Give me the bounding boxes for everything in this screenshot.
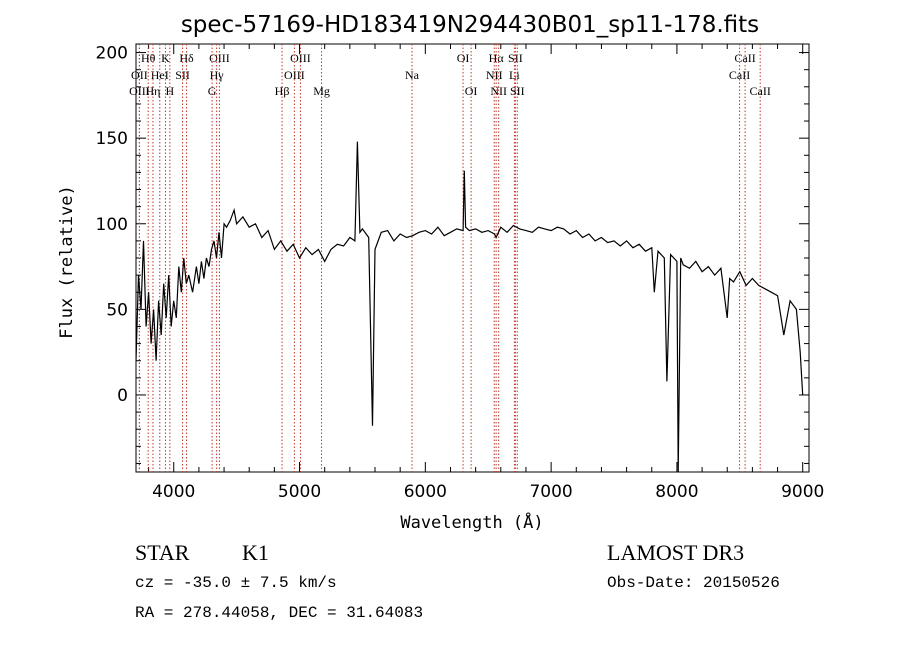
line-marker-label: Hθ [141, 51, 156, 65]
redshift-readout: cz = -35.0 ± 7.5 km/s [135, 574, 337, 592]
line-marker-label: SII [508, 51, 523, 65]
line-marker-label: G [208, 84, 217, 98]
spectrum-line [136, 141, 804, 472]
line-marker-label: NII [486, 68, 503, 82]
x-tick-label: 9000 [781, 482, 824, 502]
line-marker-label: Hδ [179, 51, 194, 65]
x-tick-label: 5000 [278, 482, 321, 502]
line-marker-label: K [161, 51, 170, 65]
y-tick-label: 50 [106, 300, 128, 320]
obs-date: Obs-Date: 20150526 [607, 574, 780, 592]
line-marker-label: Hη [146, 84, 161, 98]
line-marker-label: Li [509, 68, 520, 82]
y-tick-label: 150 [96, 129, 128, 149]
line-marker-label: OI [457, 51, 470, 65]
x-tick-label: 8000 [655, 482, 698, 502]
line-marker-label: Na [405, 68, 420, 82]
line-marker-label: OIII [129, 84, 150, 98]
x-tick-label: 6000 [404, 482, 447, 502]
line-marker-label: HeI [151, 68, 169, 82]
line-marker-label: CaII [750, 84, 771, 98]
y-tick-label: 200 [96, 44, 128, 64]
x-tick-label: 4000 [152, 482, 195, 502]
line-marker-label: OIII [284, 68, 305, 82]
line-marker-label: SII [510, 84, 525, 98]
line-marker-label: Hα [489, 51, 505, 65]
line-marker-label: Hγ [210, 68, 225, 82]
y-axis-label: Flux (relative) [57, 185, 77, 339]
line-marker-label: H [166, 84, 175, 98]
x-axis-label: Wavelength (Å) [400, 511, 543, 533]
object-subclass: K1 [242, 540, 269, 565]
survey-name: LAMOST DR3 [607, 540, 745, 565]
line-marker-label: CaII [734, 51, 755, 65]
line-marker-label: OIII [209, 51, 230, 65]
line-marker-label: NII [490, 84, 507, 98]
line-marker-label: OIII [290, 51, 311, 65]
line-marker-label: OII [131, 68, 148, 82]
y-tick-label: 0 [117, 386, 128, 406]
line-marker-label: OI [465, 84, 478, 98]
x-tick-label: 7000 [529, 482, 572, 502]
coordinates: RA = 278.44058, DEC = 31.64083 [135, 604, 424, 622]
line-marker-label: Mg [313, 84, 330, 98]
chart-title: spec-57169-HD183419N294430B01_sp11-178.f… [181, 12, 759, 38]
y-tick-label: 100 [96, 215, 128, 235]
line-marker-label: SII [175, 68, 190, 82]
object-class: STAR [135, 540, 190, 565]
line-marker-label: Hβ [275, 84, 290, 98]
plot-frame [135, 43, 810, 473]
plot-layer: 4000 5000 6000 7000 8000 9000 0 50 100 150 200 Hθ OI… [96, 43, 824, 502]
line-marker-label: CaII [729, 68, 750, 82]
